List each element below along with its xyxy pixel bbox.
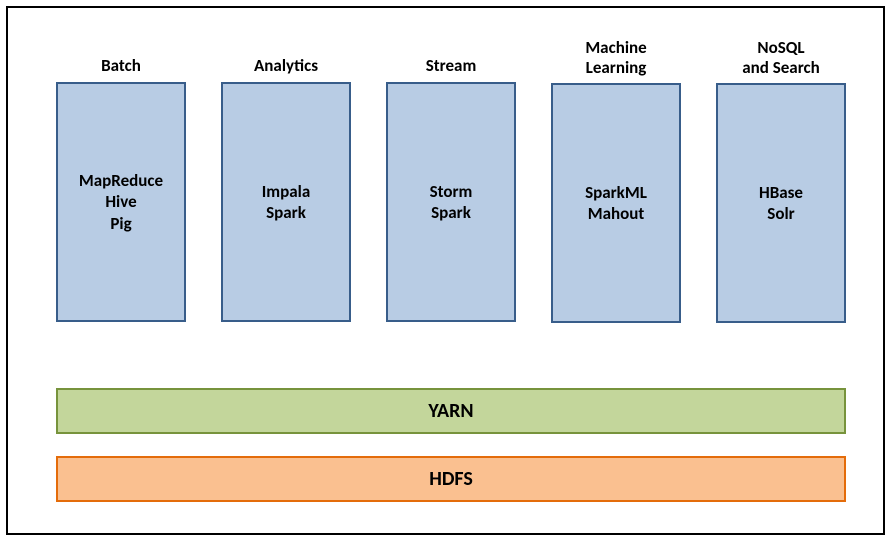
columns-row: Batch MapReduceHivePig Analytics ImpalaS… [56,38,846,323]
box-line: Solr [767,203,794,224]
bar-yarn: YARN [56,388,846,434]
column-label-nosql-search: NoSQL and Search [711,38,851,83]
bar-hdfs-label: HDFS [429,467,473,491]
column-box-batch: MapReduceHivePig [56,82,186,322]
bar-yarn-label: YARN [428,399,473,423]
column-analytics: Analytics ImpalaSpark [221,38,351,323]
box-line: Hive [105,191,136,212]
box-line: HBase [759,182,803,203]
column-label-batch: Batch [51,38,191,82]
box-line: Impala [262,181,310,202]
column-box-stream: StormSpark [386,82,516,322]
column-label-machine-learning: Machine Learning [546,38,686,83]
box-line: Mahout [588,203,645,224]
column-label-stream: Stream [381,38,521,82]
diagram-frame: Batch MapReduceHivePig Analytics ImpalaS… [6,6,885,535]
column-stream: Stream StormSpark [386,38,516,323]
box-line: SparkML [585,182,647,203]
box-line: Spark [266,202,306,223]
column-box-nosql-search: HBaseSolr [716,83,846,323]
column-box-machine-learning: SparkMLMahout [551,83,681,323]
box-line: Spark [431,202,471,223]
bar-hdfs: HDFS [56,456,846,502]
box-line: Pig [110,213,131,234]
box-line: MapReduce [79,170,163,191]
column-box-analytics: ImpalaSpark [221,82,351,322]
column-label-analytics: Analytics [216,38,356,82]
column-batch: Batch MapReduceHivePig [56,38,186,323]
column-machine-learning: Machine Learning SparkMLMahout [551,38,681,323]
column-nosql-search: NoSQL and Search HBaseSolr [716,38,846,323]
box-line: Storm [430,181,473,202]
